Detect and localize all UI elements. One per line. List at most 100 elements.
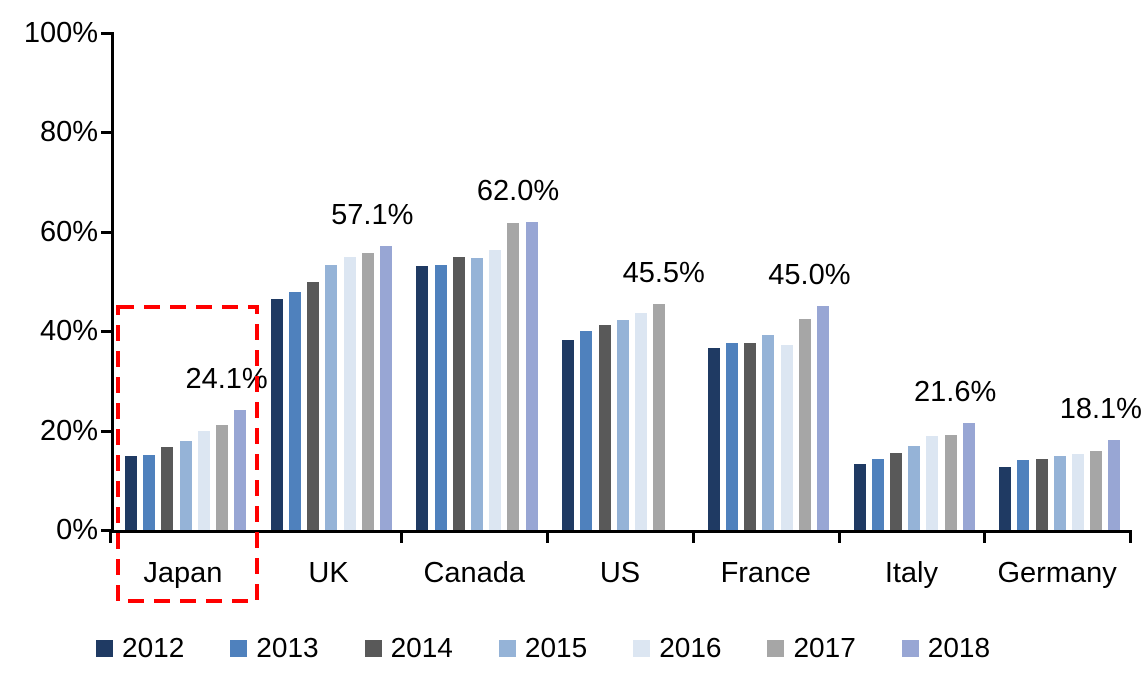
bar-france-2015	[762, 335, 775, 530]
x-axis-tick	[1129, 530, 1132, 543]
legend-label-2016: 2016	[659, 632, 722, 663]
y-axis-line	[111, 33, 114, 533]
bar-france-2016	[780, 344, 793, 530]
bar-us-2017	[653, 303, 666, 530]
bar-uk-2017	[361, 252, 374, 530]
legend-swatch-2015	[498, 639, 516, 657]
japan-highlight-box	[116, 305, 259, 603]
legend-swatch-2012	[96, 639, 113, 657]
bar-us-2015	[616, 319, 629, 530]
bar-us-2012	[562, 340, 575, 530]
x-axis-tick	[400, 530, 404, 543]
bar-uk-2015	[325, 265, 338, 530]
y-axis-tick	[101, 529, 114, 532]
legend-item-2014: 2014	[364, 632, 453, 663]
data-label-canada: 62.0%	[476, 174, 560, 207]
bar-japan-2014	[161, 447, 174, 530]
bar-italy-2015	[908, 446, 921, 530]
category-label-uk: UK	[308, 557, 349, 589]
bar-canada-2014	[452, 257, 465, 530]
legend-swatch-2014	[364, 639, 382, 657]
legend-label-2015: 2015	[524, 632, 588, 663]
bar-italy-2016	[926, 436, 939, 530]
bar-germany-2012	[999, 467, 1012, 530]
bar-france-2017	[798, 319, 811, 530]
bar-japan-2018	[234, 410, 247, 530]
bar-japan-2013	[143, 455, 156, 530]
y-axis-tick-label: 60%	[39, 215, 98, 248]
bar-france-2012	[707, 348, 720, 530]
bar-italy-2018	[962, 422, 975, 530]
bar-italy-2017	[944, 434, 957, 530]
legend-label-2014: 2014	[390, 632, 453, 663]
bar-japan-2017	[216, 424, 228, 530]
category-label-france: France	[720, 557, 811, 589]
bar-japan-2015	[179, 440, 192, 530]
bar-germany-2016	[1072, 453, 1085, 530]
bar-germany-2017	[1090, 450, 1103, 530]
y-axis-tick-label: 40%	[39, 315, 98, 348]
legend-swatch-2018	[901, 639, 919, 657]
bar-uk-2013	[288, 291, 301, 530]
y-axis-tick	[101, 131, 114, 135]
y-axis-tick	[101, 230, 114, 234]
bar-canada-2013	[434, 264, 447, 530]
bar-germany-2018	[1108, 440, 1121, 530]
data-label-us: 45.5%	[622, 256, 705, 289]
legend-swatch-2016	[633, 639, 651, 657]
bar-canada-2012	[416, 266, 429, 530]
legend-label-2017: 2017	[793, 632, 856, 663]
legend-item-2018: 2018	[901, 632, 991, 663]
data-label-japan: 24.1%	[185, 363, 268, 396]
legend-item-2012: 2012	[96, 633, 184, 663]
bar-germany-2013	[1017, 460, 1030, 530]
legend: 2012 2013 2014 2015 2016 2017 2018	[96, 628, 1056, 668]
bar-uk-2016	[343, 256, 356, 530]
bar-italy-2013	[871, 459, 884, 530]
x-axis-tick	[983, 530, 987, 543]
y-axis-tick	[101, 429, 114, 433]
japan-highlight-rect	[116, 305, 259, 603]
category-label-us: US	[599, 557, 641, 589]
bar-us-2013	[580, 330, 593, 530]
category-label-germany: Germany	[997, 557, 1117, 589]
y-axis-tick-label: 80%	[39, 116, 98, 149]
legend-label-2018: 2018	[927, 632, 991, 663]
bar-us-2014	[598, 325, 611, 530]
category-label-japan: Japan	[143, 557, 223, 589]
bar-canada-2018	[525, 221, 538, 530]
bar-germany-2015	[1053, 456, 1066, 530]
bar-us-2016	[634, 313, 647, 530]
category-label-italy: Italy	[884, 557, 938, 589]
data-label-germany: 18.1%	[1059, 393, 1142, 426]
x-axis-line	[110, 530, 1131, 533]
data-label-italy: 21.6%	[914, 375, 997, 408]
bar-france-2014	[744, 343, 757, 530]
bar-italy-2012	[853, 463, 866, 530]
x-axis-tick	[837, 530, 841, 543]
legend-item-2015: 2015	[498, 632, 588, 663]
legend-label-2012: 2012	[122, 632, 185, 663]
bar-uk-2018	[379, 246, 392, 530]
legend-item-2013: 2013	[230, 633, 319, 663]
x-axis-tick	[109, 530, 112, 543]
bar-canada-2015	[471, 258, 484, 530]
bar-japan-2016	[197, 430, 210, 530]
y-axis-tick-label: 0%	[56, 514, 98, 546]
legend-item-2017: 2017	[767, 632, 856, 663]
bar-italy-2014	[889, 453, 902, 530]
x-axis-tick	[546, 530, 550, 543]
legend-swatch-2013	[230, 639, 248, 657]
bar-germany-2014	[1035, 458, 1048, 530]
category-label-canada: Canada	[423, 557, 526, 589]
bar-japan-2012	[125, 456, 137, 530]
legend-swatch-2017	[767, 639, 785, 657]
bar-canada-2017	[507, 223, 520, 530]
bar-canada-2016	[489, 250, 502, 530]
bar-uk-2012	[270, 299, 283, 530]
y-axis-tick	[101, 32, 114, 35]
legend-item-2016: 2016	[633, 633, 721, 663]
y-axis-tick-label: 100%	[23, 17, 98, 49]
x-axis-tick	[691, 530, 695, 543]
